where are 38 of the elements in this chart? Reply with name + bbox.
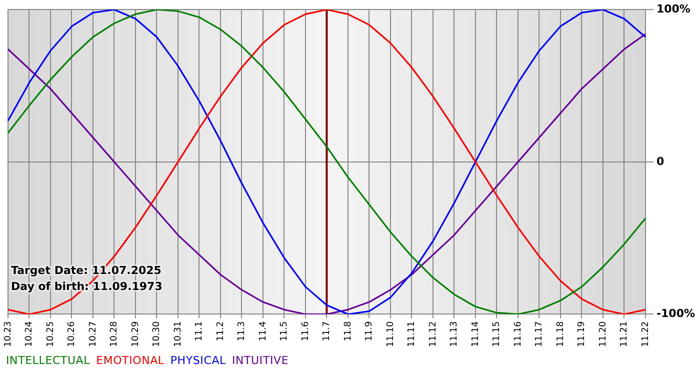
x-tick-label: 11.7	[322, 321, 332, 342]
x-tick-label: 10.31	[173, 321, 184, 347]
x-tick-label: 11.10	[386, 320, 396, 347]
x-tick-label: 10.27	[88, 321, 98, 347]
x-tick-label: 11.18	[556, 320, 566, 347]
x-tick-label: 10.26	[67, 320, 78, 347]
x-tick-label: 11.4	[258, 320, 268, 342]
y-tick-label: -100%	[656, 307, 696, 320]
x-tick-label: 10.24	[24, 320, 35, 347]
x-tick-label: 11.16	[513, 320, 524, 347]
x-tick-label: 11.13	[450, 321, 460, 347]
x-tick-label: 11.19	[577, 320, 588, 347]
x-tick-label: 11.8	[343, 320, 354, 342]
x-tick-label: 11.6	[300, 320, 311, 342]
text: INTUITIVE	[232, 354, 289, 367]
x-tick-label: 10.28	[110, 320, 120, 347]
x-tick-label: 11.1	[194, 321, 205, 342]
x-tick-label: 11.14	[470, 320, 481, 347]
x-tick-label: 11.9	[364, 320, 375, 342]
x-tick-label: 11.15	[492, 321, 502, 347]
x-tick-label: 11.2	[216, 321, 226, 342]
x-tick-label: 11.11	[407, 321, 418, 347]
x-tick-label: 11.12	[428, 321, 438, 347]
x-tick-label: 11.5	[280, 321, 290, 342]
x-tick-label: 11.3	[237, 321, 248, 342]
x-tick-label: 10.23	[3, 321, 14, 347]
text: EMOTIONAL	[96, 354, 164, 367]
x-tick-label: 11.17	[534, 321, 545, 347]
y-tick-label: 100%	[656, 2, 690, 16]
x-tick-label: 11.21	[620, 321, 630, 347]
x-tick-label: 10.30	[152, 320, 162, 347]
text: INTELLECTUAL	[6, 354, 90, 367]
y-tick-label: 0	[656, 154, 664, 168]
text: PHYSICAL	[170, 354, 226, 367]
x-tick-label: 11.20	[598, 320, 608, 347]
x-tick-label: 11.22	[640, 321, 651, 347]
x-tick-label: 10.25	[46, 321, 56, 347]
x-tick-label: 10.29	[130, 320, 141, 347]
